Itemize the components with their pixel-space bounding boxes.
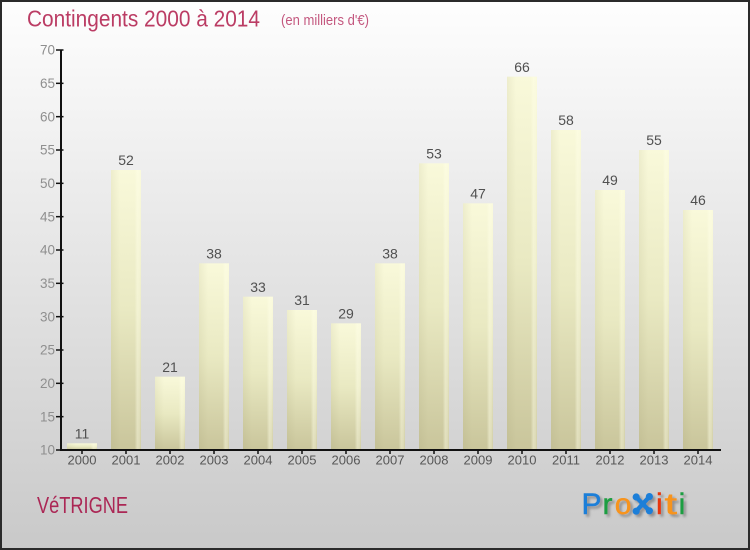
svg-text:55: 55: [40, 143, 55, 158]
svg-text:P: P: [582, 488, 602, 521]
svg-text:60: 60: [40, 109, 55, 124]
svg-text:(en milliers d'€): (en milliers d'€): [281, 12, 369, 29]
svg-text:2009: 2009: [464, 452, 493, 467]
svg-text:2002: 2002: [156, 452, 185, 467]
svg-text:53: 53: [426, 146, 442, 162]
svg-text:i: i: [679, 488, 686, 521]
svg-text:Contingents 2000 à 2014: Contingents 2000 à 2014: [27, 6, 260, 32]
svg-text:2006: 2006: [332, 452, 361, 467]
svg-text:2005: 2005: [288, 452, 317, 467]
svg-text:33: 33: [250, 279, 266, 295]
svg-text:38: 38: [382, 246, 398, 262]
svg-text:15: 15: [40, 409, 55, 424]
svg-text:2011: 2011: [552, 452, 580, 467]
svg-text:10: 10: [40, 443, 55, 458]
svg-text:29: 29: [338, 306, 354, 322]
svg-text:2010: 2010: [508, 452, 537, 467]
svg-text:2013: 2013: [640, 452, 669, 467]
svg-text:35: 35: [40, 276, 55, 291]
svg-text:20: 20: [40, 376, 55, 391]
svg-text:2001: 2001: [112, 452, 141, 467]
svg-text:o: o: [615, 488, 632, 521]
svg-text:38: 38: [206, 246, 222, 262]
svg-text:2004: 2004: [244, 452, 273, 467]
svg-text:31: 31: [294, 292, 310, 308]
svg-text:58: 58: [558, 112, 574, 128]
svg-text:2007: 2007: [376, 452, 405, 467]
svg-text:2000: 2000: [68, 452, 97, 467]
svg-text:70: 70: [40, 43, 55, 58]
svg-text:30: 30: [40, 309, 55, 324]
svg-text:40: 40: [40, 243, 55, 258]
svg-text:2012: 2012: [596, 452, 625, 467]
svg-text:11: 11: [75, 426, 90, 442]
svg-text:t: t: [665, 488, 678, 521]
svg-text:21: 21: [162, 359, 178, 375]
svg-text:52: 52: [118, 152, 134, 168]
svg-text:2008: 2008: [420, 452, 449, 467]
svg-text:2014: 2014: [684, 452, 713, 467]
svg-text:50: 50: [40, 176, 55, 191]
svg-text:47: 47: [470, 186, 486, 202]
svg-text:66: 66: [514, 59, 530, 75]
svg-text:55: 55: [646, 132, 662, 148]
svg-text:r: r: [603, 488, 613, 521]
svg-text:45: 45: [40, 209, 55, 224]
svg-text:2003: 2003: [200, 452, 229, 467]
svg-text:VéTRIGNE: VéTRIGNE: [37, 492, 128, 518]
svg-text:65: 65: [40, 76, 55, 91]
svg-text:25: 25: [40, 343, 55, 358]
svg-text:46: 46: [690, 192, 706, 208]
svg-text:i: i: [656, 488, 663, 521]
svg-text:49: 49: [602, 172, 618, 188]
